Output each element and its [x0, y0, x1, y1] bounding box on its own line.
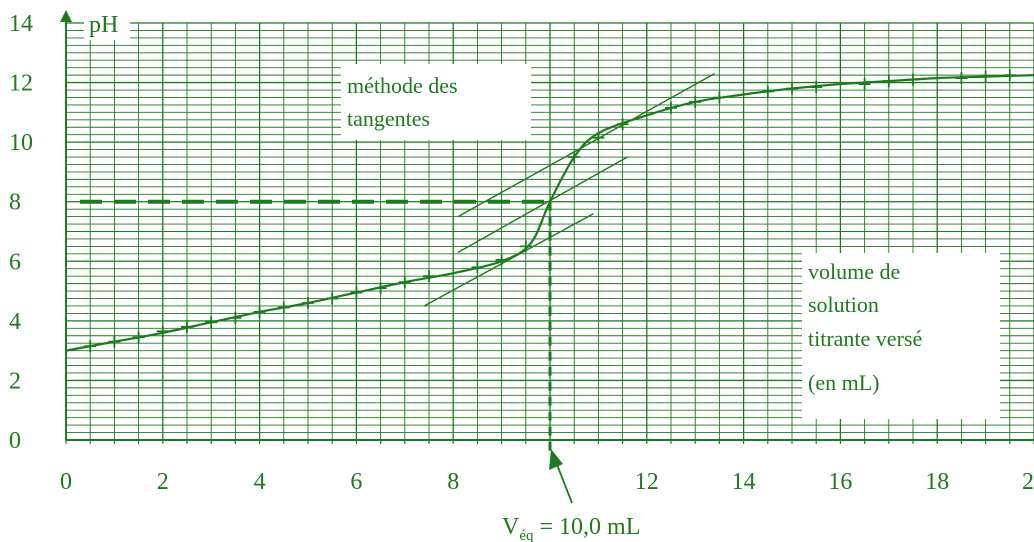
- data-point: [907, 73, 919, 86]
- data-point: [761, 85, 774, 98]
- volume-label-line2: solution: [808, 292, 879, 317]
- x-tick-label: 12: [635, 469, 659, 495]
- veq-arrow-head: [549, 449, 563, 470]
- y-tick-label: 4: [9, 309, 21, 335]
- data-point: [205, 316, 218, 329]
- veq-subscript: éq: [519, 528, 534, 542]
- veq-arrow-shaft: [555, 461, 573, 504]
- data-point: [302, 296, 314, 309]
- y-axis-label: pH: [89, 12, 118, 38]
- x-tick-label: 14: [732, 469, 756, 495]
- data-point: [713, 91, 726, 104]
- curve-layer: [65, 74, 1034, 352]
- y-tick-label: 12: [9, 71, 33, 97]
- data-point: [108, 335, 121, 348]
- data-point: [955, 72, 968, 85]
- method-label-line2: tangentes: [347, 106, 430, 131]
- data-point: [1003, 69, 1016, 82]
- data-point: [858, 78, 871, 91]
- data-point: [665, 101, 677, 114]
- data-point: [156, 325, 169, 338]
- y-tick-label: 6: [9, 249, 21, 275]
- x-tick-label: 18: [925, 469, 949, 495]
- method-label-box: [341, 64, 531, 140]
- data-point: [253, 305, 266, 318]
- tangent-line: [457, 73, 715, 218]
- data-point: [568, 151, 581, 164]
- data-point: [350, 286, 363, 299]
- data-point: [616, 118, 629, 131]
- data-point: [689, 95, 702, 108]
- x-tick-label: 4: [254, 469, 266, 495]
- volume-label-line1: volume de: [808, 259, 900, 284]
- y-axis-arrow: [60, 10, 72, 22]
- method-label-line1: méthode des: [347, 73, 458, 98]
- equivalence-markers: [80, 199, 573, 504]
- data-point: [786, 82, 798, 95]
- data-point: [84, 340, 97, 353]
- y-tick-label: 0: [9, 428, 21, 454]
- data-point: [398, 276, 411, 289]
- data-point: [519, 240, 532, 253]
- x-tick-label: 16: [828, 469, 852, 495]
- veq-value: = 10,0 mL: [534, 514, 641, 540]
- data-point: [495, 253, 508, 266]
- data-point: [326, 292, 339, 305]
- data-point: [277, 301, 290, 314]
- veq-prefix: V: [502, 514, 520, 540]
- data-point: [374, 282, 387, 295]
- data-point: [181, 320, 193, 333]
- tangent-line: [423, 213, 594, 307]
- data-point: [423, 270, 435, 283]
- titration-curve: [65, 74, 1034, 352]
- veq-label: Véq = 10,0 mL: [502, 514, 640, 542]
- y-tick-label: 8: [9, 190, 21, 216]
- tangent-line: [457, 156, 628, 253]
- data-point: [592, 131, 605, 144]
- x-tick-label: 6: [350, 469, 362, 495]
- x-tick-label: 8: [447, 469, 459, 495]
- volume-label-line3: titrante versé: [808, 326, 922, 351]
- data-point: [882, 75, 895, 88]
- data-point: [132, 331, 145, 344]
- volume-label-line4: (en mL): [808, 370, 879, 395]
- data-point: [229, 311, 242, 324]
- data-point: [979, 70, 992, 83]
- y-tick-label: 10: [9, 130, 33, 156]
- data-point: [810, 81, 823, 94]
- x-tick-label: 20: [1022, 469, 1034, 495]
- ylabel-box: [84, 10, 130, 40]
- y-tick-label: 2: [9, 368, 21, 394]
- measured-points: [84, 69, 1016, 353]
- volume-label-box: [802, 253, 1000, 419]
- tick-labels: 0 2 4 6 8 12 14 16 18 20 0 2 4 6 8 10 12 14: [9, 11, 1034, 495]
- y-tick-label: 14: [9, 11, 33, 37]
- data-point: [471, 261, 484, 274]
- tangent-lines: [423, 73, 715, 307]
- x-tick-label: 0: [60, 469, 72, 495]
- x-tick-label: 2: [157, 469, 169, 495]
